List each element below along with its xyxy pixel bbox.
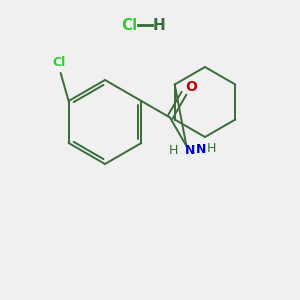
Text: Cl: Cl xyxy=(121,17,137,32)
Text: N: N xyxy=(184,144,195,157)
Text: H: H xyxy=(169,144,178,157)
Text: N: N xyxy=(196,143,206,156)
Text: H: H xyxy=(153,17,166,32)
Text: Cl: Cl xyxy=(52,56,65,69)
Text: H: H xyxy=(206,142,216,155)
Text: O: O xyxy=(185,80,197,94)
